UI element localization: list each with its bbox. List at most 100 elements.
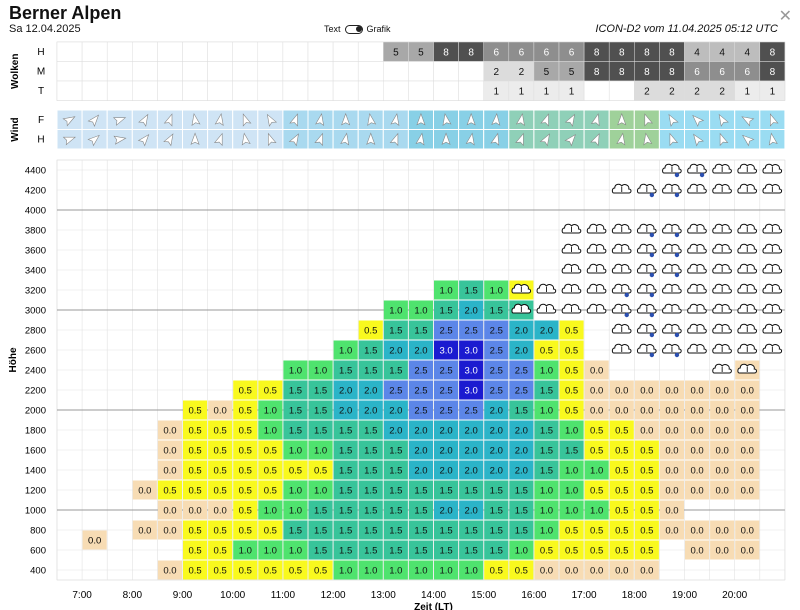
thermal-value: 2.0	[364, 406, 377, 417]
cloud-value: 2	[519, 67, 525, 78]
height-tick-label: 2200	[25, 386, 46, 397]
thermal-value: 0.5	[640, 526, 653, 537]
thermal-cell	[634, 420, 659, 440]
thermal-value: 0.0	[690, 446, 703, 457]
thermal-value: 1.0	[289, 446, 302, 457]
thermal-value: 0.0	[665, 406, 678, 417]
cloud-cell	[357, 41, 384, 62]
wind-arrow-icon	[267, 132, 277, 147]
thermal-cell	[283, 380, 308, 400]
thermal-cell	[434, 360, 459, 380]
time-tick-label: 19:00	[672, 590, 697, 601]
cloud-cell	[433, 61, 459, 82]
cloud-icon	[611, 263, 632, 274]
thermal-value: 1.5	[364, 426, 377, 437]
thermal-value: 0.0	[716, 486, 729, 497]
thermal-cell	[358, 540, 383, 560]
cloud-value: 8	[594, 48, 600, 59]
thermal-value: 1.0	[414, 566, 427, 577]
thermal-cell	[434, 500, 459, 520]
thermal-cell	[157, 460, 182, 480]
thermal-value: 0.0	[138, 486, 151, 497]
thermal-cell	[584, 420, 609, 440]
cloud-value: 5	[418, 48, 424, 59]
wind-arrow-icon	[87, 134, 100, 147]
cloud-cell	[332, 80, 359, 101]
cloud-cell	[132, 41, 158, 62]
thermal-value: 1.0	[239, 546, 252, 557]
cloud-icon	[762, 263, 783, 274]
cloud-cell	[458, 61, 484, 82]
cloud-value: 5	[393, 48, 399, 59]
cloud-icon	[662, 303, 682, 314]
thermal-value: 1.5	[389, 486, 402, 497]
page-title: Berner Alpen	[9, 3, 122, 23]
thermal-value: 1.0	[540, 506, 553, 517]
thermal-cell	[383, 340, 408, 360]
thermal-value: 1.5	[565, 446, 578, 457]
thermal-cell	[183, 500, 208, 520]
toggle-graphic-label: Grafik	[366, 24, 391, 34]
thermal-cell	[685, 420, 710, 440]
thermal-cell	[157, 520, 182, 540]
thermal-value: 1.0	[565, 426, 578, 437]
thermal-value: 2.0	[414, 446, 427, 457]
thermal-cell	[358, 440, 383, 460]
thermal-cell	[358, 360, 383, 380]
thermal-value: 1.5	[314, 386, 327, 397]
thermal-cell	[735, 400, 760, 420]
thermal-cell	[183, 540, 208, 560]
thermal-cell	[710, 540, 735, 560]
cloud-cell	[106, 80, 133, 101]
thermal-value: 0.5	[565, 406, 578, 417]
thermal-value: 2.0	[465, 466, 478, 477]
thermal-cell	[509, 420, 534, 440]
cloud-icon	[712, 223, 732, 234]
thermal-value: 1.5	[465, 486, 478, 497]
wind-arrow-icon	[718, 113, 729, 127]
x-axis-label: Zeit (LT)	[414, 602, 453, 610]
thermal-value: 1.0	[289, 546, 302, 557]
thermal-value: 0.0	[741, 446, 754, 457]
thermal-value: 1.5	[289, 426, 302, 437]
toggle-switch[interactable]	[344, 24, 363, 34]
thermal-cell	[183, 460, 208, 480]
thermal-value: 1.0	[389, 306, 402, 317]
wind-arrow-icon	[644, 113, 654, 127]
cloud-value: 2	[719, 87, 725, 98]
cloud-level-M: M	[37, 67, 45, 78]
thermal-cell	[534, 500, 559, 520]
thermal-value: 1.5	[389, 326, 402, 337]
thermal-cell	[132, 480, 157, 500]
wind-arrow-icon	[617, 112, 627, 126]
wind-arrow-icon	[213, 132, 223, 147]
thermal-cell	[459, 300, 484, 320]
thermal-cell	[233, 540, 258, 560]
cloud-value: 4	[719, 48, 725, 59]
rain-cloud-icon	[662, 223, 682, 238]
cloud-cell	[56, 80, 83, 101]
cloud-icon	[687, 323, 707, 334]
wind-arrow-icon	[590, 133, 600, 147]
thermal-value: 0.5	[640, 486, 653, 497]
thermal-value: 0.0	[615, 406, 628, 417]
close-icon[interactable]: ✕	[778, 8, 792, 25]
thermal-value: 2.0	[439, 426, 452, 437]
cloud-cell	[182, 61, 208, 82]
thermal-cell	[233, 380, 258, 400]
thermal-value: 1.5	[515, 526, 528, 537]
thermal-value: 0.5	[640, 446, 653, 457]
thermal-value: 1.5	[389, 466, 402, 477]
thermal-value: 1.0	[565, 466, 578, 477]
cloud-cell	[433, 80, 459, 101]
view-toggle[interactable]: Text Grafik	[324, 24, 391, 34]
thermal-cell	[258, 420, 283, 440]
thermal-cell	[283, 480, 308, 500]
wind-arrow-icon	[465, 132, 475, 146]
thermal-cell	[459, 320, 484, 340]
time-tick-label: 20:00	[722, 590, 747, 601]
thermal-value: 2.5	[414, 366, 427, 377]
wind-arrow-icon	[390, 112, 400, 127]
thermal-cell	[559, 440, 584, 460]
time-tick-label: 17:00	[572, 590, 597, 601]
